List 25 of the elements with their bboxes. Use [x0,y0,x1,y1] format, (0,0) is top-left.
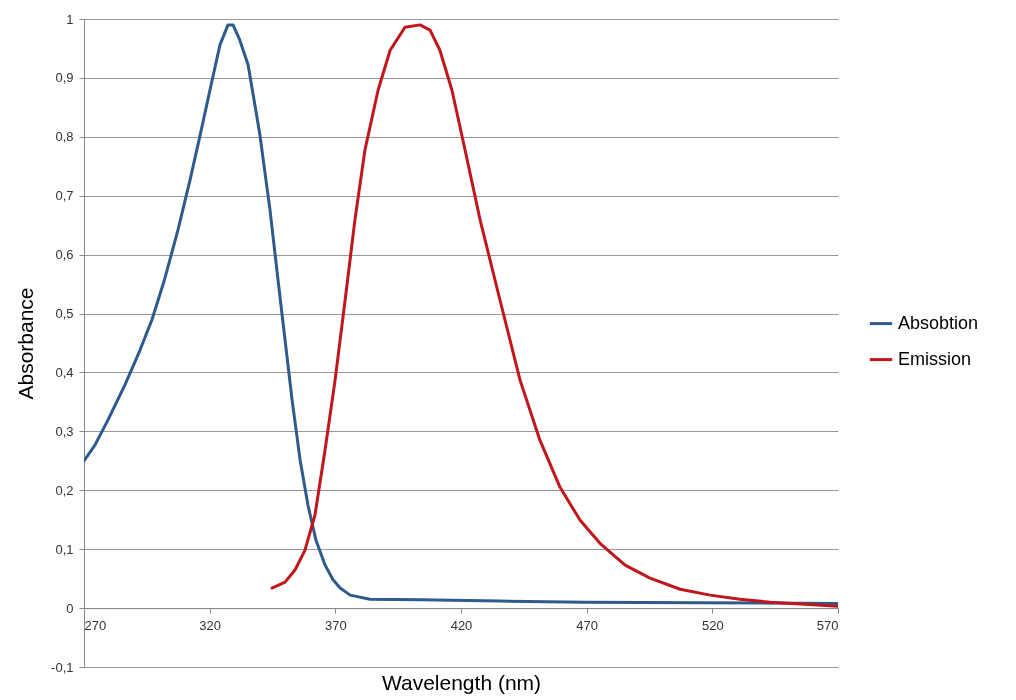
line-series [270,23,838,608]
y-tick-label: 0,4 [55,364,74,380]
y-tick-label: 0,2 [55,482,74,498]
y-tick-label: 0 [66,600,74,616]
y-tick-label: 0,7 [55,188,74,204]
x-tick-label: 270 [84,617,107,633]
line-series [84,23,838,605]
y-tick-label: 0,6 [55,247,74,263]
x-axis-title: Wavelength (nm) [381,670,542,694]
x-tick-label: 470 [576,617,599,633]
y-tick-label: 1 [66,11,74,27]
y-tick-label: -0,1 [51,659,74,675]
x-tick-label: 420 [450,617,473,633]
x-tick-label: 320 [199,617,222,633]
y-tick-label: 0,5 [55,306,74,322]
y-tick-label: 0,3 [55,423,74,439]
x-tick-label: 370 [324,617,347,633]
y-axis-title: Absorbance [14,287,38,400]
legend-label: Absobtion [898,312,979,333]
y-tick-label: 0,9 [55,70,74,86]
x-tick-label: 570 [816,617,839,633]
y-tick-label: 0,8 [55,129,74,145]
y-tick-label: 0,1 [55,541,74,557]
legend-label: Emission [898,348,972,369]
x-tick-label: 520 [701,617,724,633]
